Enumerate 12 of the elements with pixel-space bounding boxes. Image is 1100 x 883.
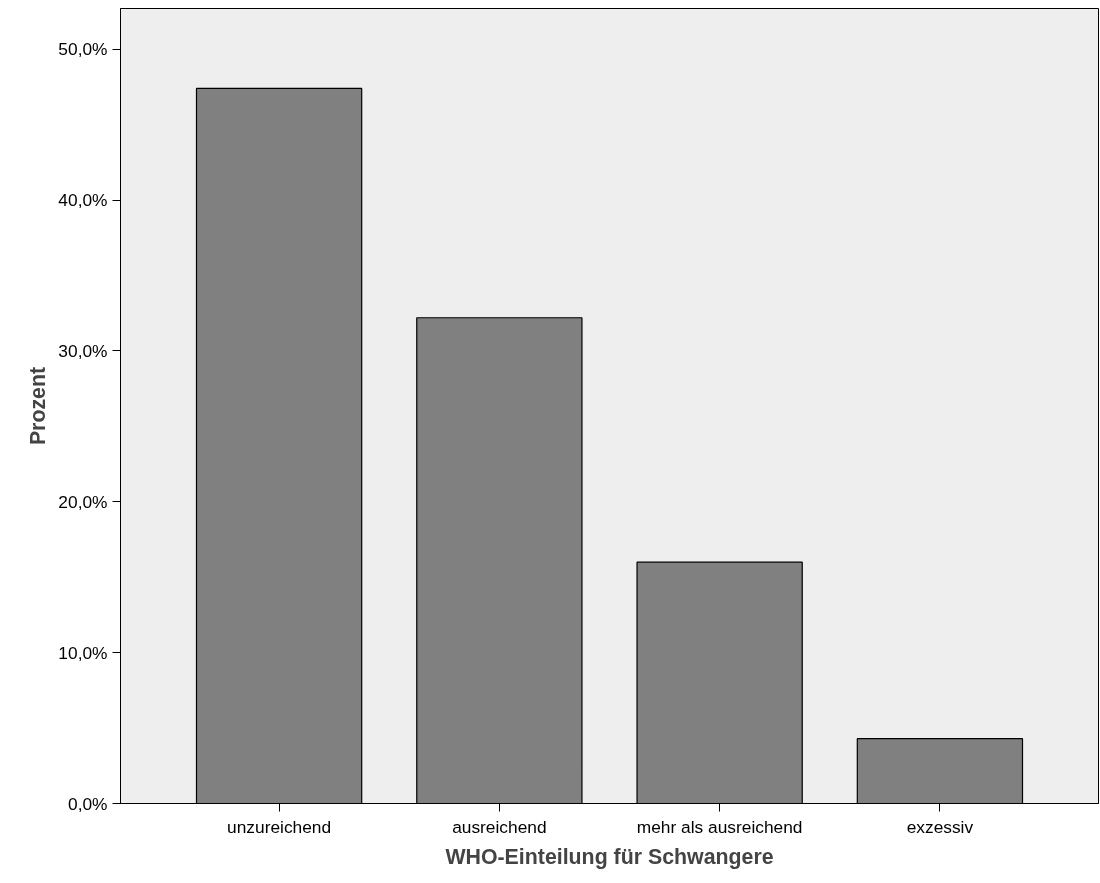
x-tick-label: exzessiv	[906, 816, 974, 837]
y-tick-label: 0,0%	[68, 793, 108, 814]
x-tick-label: mehr als ausreichend	[636, 816, 803, 837]
x-tick-label: unzureichend	[227, 816, 332, 837]
y-tick-label: 50,0%	[58, 39, 108, 60]
y-axis-title: Prozent	[26, 366, 51, 446]
y-tick-label: 20,0%	[58, 491, 108, 512]
x-tick-label: ausreichend	[452, 816, 547, 837]
y-tick-label: 10,0%	[58, 642, 108, 663]
x-axis-title: WHO-Einteilung für Schwangere	[445, 844, 774, 869]
y-tick-label: 40,0%	[58, 190, 108, 211]
y-tick-label: 30,0%	[58, 340, 108, 361]
